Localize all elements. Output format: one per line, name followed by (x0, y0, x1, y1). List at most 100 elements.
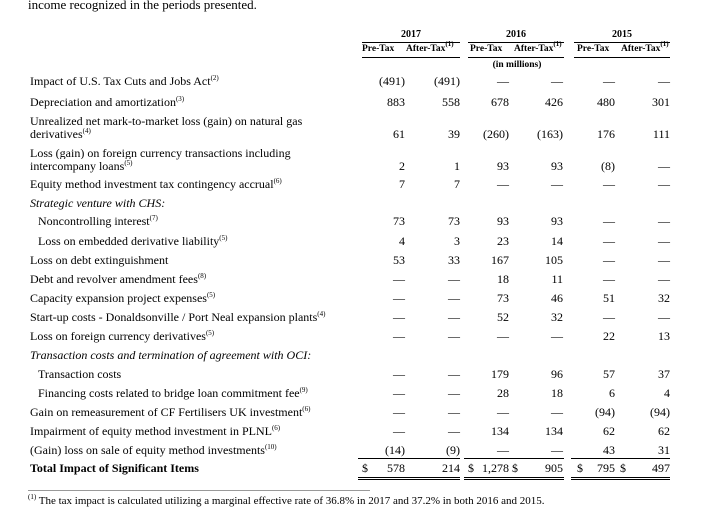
row-label: . . . . . . . . . . . . . . . . . . . . … (30, 405, 356, 419)
table-cell: 18 (551, 386, 563, 400)
row-label: . . . . . . . . . . . . . . . . . . . . … (30, 146, 356, 173)
table-cell: — (393, 367, 405, 381)
footnote-ref: (6) (302, 405, 311, 413)
after-tax-header: After-Tax(1) (621, 40, 669, 55)
row-label: . . . . . . . . . . . . . . . . . . . . … (30, 253, 356, 267)
table-cell: — (497, 329, 509, 343)
row-label: . . . . . . . . . . . . . . . . . . . . … (30, 74, 356, 88)
after-tax-header: After-Tax(1) (514, 40, 562, 55)
subtotal-rule (464, 458, 564, 459)
table-cell: — (603, 177, 615, 191)
table-cell: 62 (603, 424, 615, 438)
table-cell: 7 (399, 177, 405, 191)
subheader-rule (468, 57, 564, 58)
row-label: . . . . . . . . . . . . . . . . . . . . … (30, 461, 356, 475)
table-cell: — (393, 272, 405, 286)
footnote-ref: (9) (299, 386, 308, 394)
table-cell: 46 (551, 291, 563, 305)
table-cell: — (658, 272, 670, 286)
footnote-ref: (5) (205, 329, 215, 337)
table-cell: 28 (497, 386, 509, 400)
table-cell: — (497, 443, 509, 457)
year-header-2015: 2015 (612, 29, 632, 40)
table-cell: — (393, 310, 405, 324)
table-cell: (491) (379, 74, 405, 88)
table-cell: (491) (434, 74, 460, 88)
row-label: . . . . . . . . . . . . . . . . . . . . … (30, 329, 356, 343)
table-cell: 179 (491, 367, 509, 381)
table-cell: 43 (603, 443, 615, 457)
row-label: . . . . . . . . . . . . . . . . . . . . … (30, 114, 356, 141)
table-cell: 176 (597, 127, 615, 141)
row-label: . . . . . . . . . . . . . . . . . . . . … (30, 310, 356, 324)
subtotal-rule (571, 458, 670, 459)
table-cell: 18 (497, 272, 509, 286)
row-label: . . . . . . . . . . . . . . . . . . . . … (30, 443, 356, 457)
table-cell: 1 (454, 159, 460, 173)
currency-symbol: $ (468, 461, 474, 475)
table-cell: — (448, 272, 460, 286)
table-cell: — (603, 234, 615, 248)
table-cell: 480 (597, 95, 615, 109)
footnote-ref: (5) (124, 159, 133, 167)
table-cell: 426 (545, 95, 563, 109)
table-cell: 93 (551, 214, 563, 228)
table-cell: — (658, 214, 670, 228)
table-cell: 96 (551, 367, 563, 381)
table-cell: — (603, 310, 615, 324)
table-cell: 2 (399, 159, 405, 173)
table-cell: 795 (597, 461, 615, 475)
table-cell: 57 (603, 367, 615, 381)
row-label: . . . . . . . . . . . . . . . . . . . . … (38, 234, 356, 248)
pre-tax-header: Pre-Tax (577, 44, 610, 54)
table-cell: 51 (603, 291, 615, 305)
table-cell: 53 (393, 253, 405, 267)
footnote-ref: (4) (82, 127, 91, 135)
table-cell: (9) (446, 443, 460, 457)
table-cell: (14) (385, 443, 405, 457)
table-cell: 497 (652, 461, 670, 475)
table-cell: 678 (491, 95, 509, 109)
pre-tax-header: Pre-Tax (362, 44, 395, 54)
currency-symbol: $ (577, 461, 583, 475)
table-cell: 13 (658, 329, 670, 343)
footnote: (1) The tax impact is calculated utilizi… (28, 493, 545, 507)
footnote-ref: (2) (210, 74, 219, 82)
table-cell: — (658, 253, 670, 267)
footnote-ref: (5) (219, 234, 228, 242)
table-cell: 1,278 (482, 461, 509, 475)
row-label: Strategic venture with CHS: (30, 196, 166, 210)
table-cell: 33 (448, 253, 460, 267)
table-cell: 93 (497, 214, 509, 228)
table-cell: — (448, 329, 460, 343)
footnote-ref: (5) (206, 291, 216, 299)
table-cell: — (448, 386, 460, 400)
table-cell: — (497, 74, 509, 88)
table-cell: 111 (652, 127, 670, 141)
table-cell: 22 (603, 329, 615, 343)
table-cell: 301 (652, 95, 670, 109)
table-cell: 4 (399, 234, 405, 248)
after-tax-header: After-Tax(1) (406, 40, 454, 55)
table-cell: 578 (387, 461, 405, 475)
subheader-rule (362, 57, 460, 58)
header-rule (362, 42, 460, 43)
footnote-ref: (7) (149, 214, 158, 222)
table-cell: 32 (658, 291, 670, 305)
table-cell: 3 (454, 234, 460, 248)
table-cell: — (551, 74, 563, 88)
row-label: . . . . . . . . . . . . . . . . . . . . … (38, 386, 356, 400)
table-cell: 39 (448, 127, 460, 141)
table-cell: 558 (442, 95, 460, 109)
table-cell: — (393, 291, 405, 305)
pre-tax-header: Pre-Tax (470, 44, 503, 54)
table-cell: — (497, 177, 509, 191)
year-header-2016: 2016 (506, 29, 526, 40)
currency-symbol: $ (620, 461, 626, 475)
table-cell: — (658, 234, 670, 248)
table-cell: — (603, 74, 615, 88)
table-cell: — (448, 291, 460, 305)
table-cell: 31 (658, 443, 670, 457)
table-cell: (8) (601, 159, 615, 173)
table-cell: 37 (658, 367, 670, 381)
